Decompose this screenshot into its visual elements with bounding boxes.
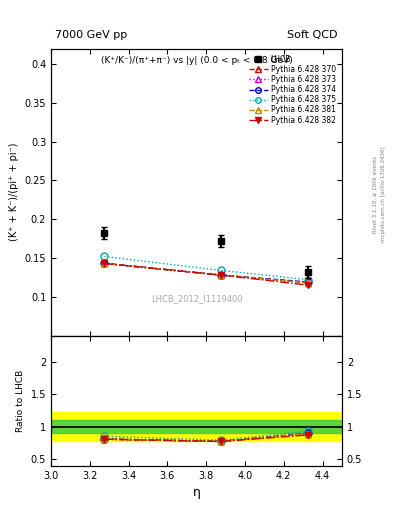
X-axis label: η: η <box>193 486 200 499</box>
Pythia 6.428 374 <box>102 260 107 266</box>
Y-axis label: Ratio to LHCB: Ratio to LHCB <box>16 370 25 432</box>
Pythia 6.428 373 <box>306 280 310 286</box>
Pythia 6.428 382 <box>306 282 310 288</box>
Pythia 6.428 381 <box>306 280 310 286</box>
Line: Pythia 6.428 373: Pythia 6.428 373 <box>101 260 312 286</box>
Pythia 6.428 381 <box>102 260 107 266</box>
Legend: LHCB, Pythia 6.428 370, Pythia 6.428 373, Pythia 6.428 374, Pythia 6.428 375, Py: LHCB, Pythia 6.428 370, Pythia 6.428 373… <box>246 52 338 127</box>
Text: LHCB_2012_I1119400: LHCB_2012_I1119400 <box>151 294 242 303</box>
Pythia 6.428 375 <box>219 267 223 273</box>
Line: Pythia 6.428 382: Pythia 6.428 382 <box>101 260 312 289</box>
Pythia 6.428 375 <box>306 276 310 283</box>
Pythia 6.428 382 <box>102 260 107 266</box>
Y-axis label: (K⁺ + K⁻)/(pi⁺ + pi⁻): (K⁺ + K⁻)/(pi⁺ + pi⁻) <box>9 143 19 241</box>
Pythia 6.428 373 <box>219 272 223 278</box>
Line: Pythia 6.428 374: Pythia 6.428 374 <box>101 260 312 286</box>
Line: Pythia 6.428 381: Pythia 6.428 381 <box>101 260 312 286</box>
Pythia 6.428 370 <box>219 272 223 278</box>
Line: Pythia 6.428 370: Pythia 6.428 370 <box>101 260 312 286</box>
Pythia 6.428 382 <box>219 272 223 278</box>
Pythia 6.428 374 <box>306 279 310 285</box>
Text: 7000 GeV pp: 7000 GeV pp <box>55 30 127 40</box>
Bar <box>51 420 342 433</box>
Text: mcplots.cern.ch [arXiv:1306.3436]: mcplots.cern.ch [arXiv:1306.3436] <box>381 147 386 242</box>
Text: (K⁺/K⁻)/(π⁺+π⁻) vs |y| (0.0 < pₜ < 0.8 GeV): (K⁺/K⁻)/(π⁺+π⁻) vs |y| (0.0 < pₜ < 0.8 G… <box>101 56 292 65</box>
Text: Soft QCD: Soft QCD <box>288 30 338 40</box>
Text: Rivet 3.1.10, ≥ 100k events: Rivet 3.1.10, ≥ 100k events <box>373 156 378 233</box>
Pythia 6.428 370 <box>306 280 310 286</box>
Bar <box>51 412 342 441</box>
Pythia 6.428 374 <box>219 272 223 278</box>
Pythia 6.428 381 <box>219 272 223 278</box>
Line: Pythia 6.428 375: Pythia 6.428 375 <box>101 253 312 283</box>
Pythia 6.428 375 <box>102 253 107 260</box>
Pythia 6.428 370 <box>102 260 107 266</box>
Pythia 6.428 373 <box>102 260 107 266</box>
